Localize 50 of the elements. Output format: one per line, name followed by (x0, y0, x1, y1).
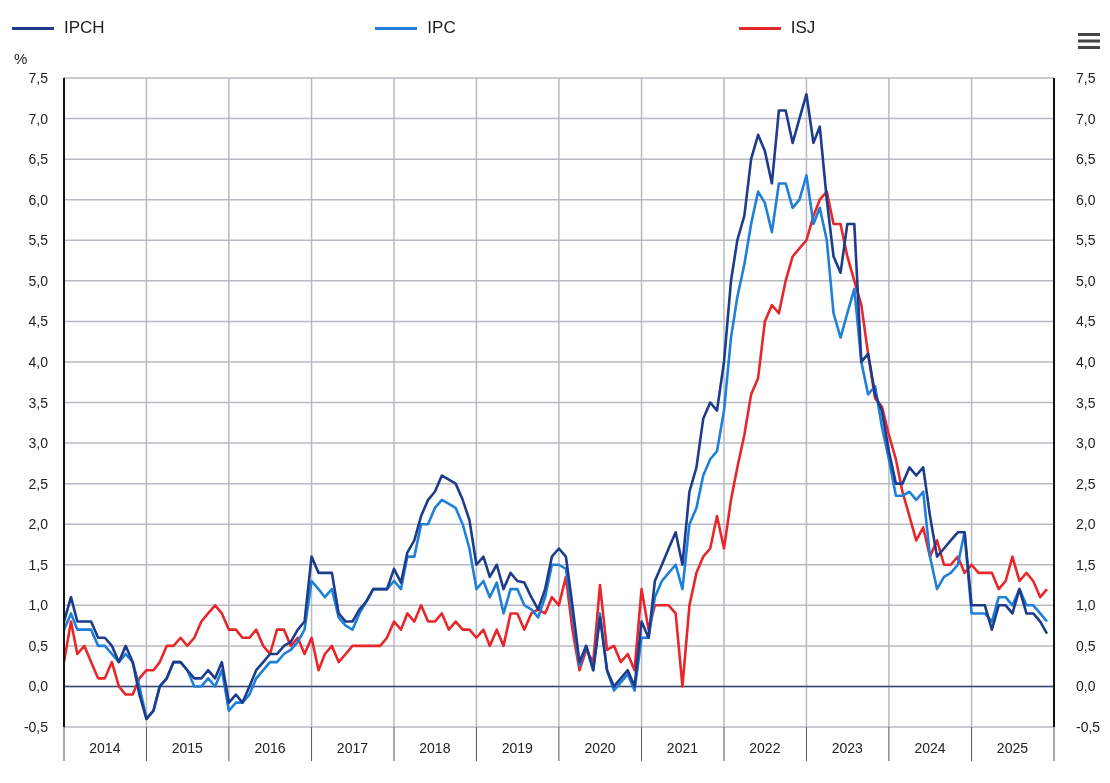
y-tick-label: 3,0 (28, 435, 49, 452)
x-tick-label: 2024 (914, 740, 946, 756)
y-tick-label: 6,5 (28, 151, 49, 168)
legend-label: ISJ (790, 18, 816, 38)
y2-tick-label: 5,5 (1076, 232, 1096, 249)
y2-tick-label: 4,0 (1076, 353, 1096, 370)
x-tick-label: 2022 (749, 740, 781, 756)
y-tick-label: 2,5 (28, 475, 49, 492)
y2-tick-label: 5,0 (1076, 272, 1096, 289)
legend-label: IPCH (64, 18, 105, 38)
y2-tick-label: 1,0 (1076, 597, 1096, 614)
y-tick-label: 4,5 (28, 313, 49, 330)
y-tick-label: 1,5 (28, 556, 49, 573)
y-tick-label: 0,0 (28, 678, 49, 695)
x-tick-label: 2021 (666, 740, 699, 756)
y2-tick-label: 6,5 (1076, 151, 1096, 168)
y2-tick-label: 7,5 (1076, 70, 1096, 86)
y-tick-label: -0,5 (23, 719, 49, 735)
y-tick-label: 2,0 (28, 516, 49, 533)
y-tick-label: 3,5 (28, 394, 49, 411)
y2-tick-label: 6,0 (1076, 191, 1096, 208)
x-tick-label: 2020 (584, 740, 616, 756)
y-tick-label: 5,5 (28, 232, 49, 249)
y2-tick-label: 1,5 (1076, 556, 1096, 573)
y2-tick-label: 2,5 (1076, 475, 1096, 492)
x-tick-label: 2017 (336, 740, 369, 756)
y-tick-label: 6,0 (28, 191, 49, 208)
x-tick-label: 2015 (171, 740, 204, 756)
x-tick-label: 2025 (996, 740, 1029, 756)
y-tick-label: 7,0 (28, 110, 49, 127)
y2-tick-label: 3,5 (1076, 394, 1096, 411)
y-axis-title: % (14, 50, 28, 67)
y-tick-label: 5,0 (28, 272, 49, 289)
legend-label: IPC (427, 18, 456, 38)
x-tick-label: 2014 (89, 740, 121, 756)
y2-tick-label: 7,0 (1076, 110, 1096, 127)
x-tick-label: 2019 (501, 740, 534, 756)
x-tick-label: 2023 (831, 740, 864, 756)
y-tick-label: 7,5 (28, 70, 49, 86)
y-tick-label: 0,5 (28, 637, 49, 654)
y2-tick-label: -0,5 (1076, 719, 1101, 735)
y-tick-label: 1,0 (28, 597, 49, 614)
y2-tick-label: 3,0 (1076, 435, 1096, 452)
y2-tick-label: 0,5 (1076, 637, 1096, 654)
y2-tick-label: 4,5 (1076, 313, 1096, 330)
y2-tick-label: 2,0 (1076, 516, 1096, 533)
x-tick-label: 2016 (254, 740, 286, 756)
x-tick-label: 2018 (419, 740, 451, 756)
y-tick-label: 4,0 (28, 353, 49, 370)
y2-tick-label: 0,0 (1076, 678, 1096, 695)
